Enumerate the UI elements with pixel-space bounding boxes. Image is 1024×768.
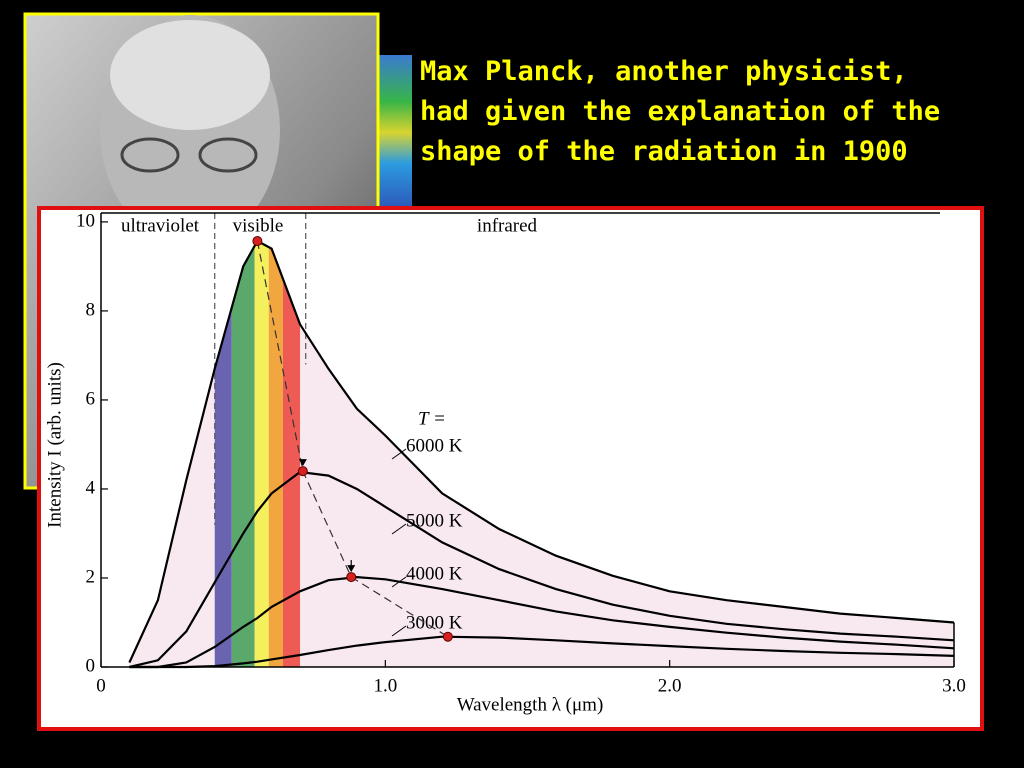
spectrum-band xyxy=(231,241,255,667)
background-map xyxy=(378,55,412,210)
y-tick-label: 10 xyxy=(76,210,95,231)
peak-point xyxy=(346,572,357,583)
y-tick-label: 2 xyxy=(86,566,96,587)
caption-line: Max Planck, another physicist, xyxy=(420,56,908,87)
area-fill xyxy=(129,241,954,667)
region-label: ultraviolet xyxy=(121,215,200,236)
x-tick-label: 0 xyxy=(96,675,106,696)
arrow-head xyxy=(347,565,356,573)
curve xyxy=(129,635,955,669)
curve-label: 3000 K xyxy=(406,612,463,633)
peak-locus xyxy=(256,240,449,638)
x-tick-label: 2.0 xyxy=(658,675,682,696)
x-tick-label: 3.0 xyxy=(942,675,966,696)
y-tick-label: 0 xyxy=(86,655,96,676)
caption-line: shape of the radiation in 1900 xyxy=(420,136,908,167)
caption-line: had given the explanation of the xyxy=(420,96,940,127)
spectrum-band xyxy=(268,241,283,667)
curve xyxy=(128,239,955,663)
spectrum-band xyxy=(254,241,269,667)
peak-point xyxy=(442,631,453,642)
spectrum-band xyxy=(282,241,301,667)
arrow-head xyxy=(298,459,307,467)
temperature-label: T = xyxy=(418,408,446,429)
curve xyxy=(129,470,955,669)
curve-leader xyxy=(391,625,407,637)
region-label: infrared xyxy=(477,215,538,236)
y-tick-label: 4 xyxy=(86,477,96,498)
curve-leader xyxy=(391,448,407,460)
peak-point xyxy=(252,236,263,247)
x-axis-label: Wavelength λ (μm) xyxy=(457,694,604,715)
y-tick-label: 8 xyxy=(86,299,96,320)
curve-label: 4000 K xyxy=(406,563,463,584)
curve-label: 5000 K xyxy=(406,510,463,531)
curve-label: 6000 K xyxy=(406,435,463,456)
region-label: visible xyxy=(233,215,284,236)
y-tick-label: 6 xyxy=(86,388,96,409)
y-axis-label: Intensity I (arb. units) xyxy=(44,362,65,528)
peak-point xyxy=(297,466,308,477)
curve xyxy=(129,575,955,669)
x-tick-label: 1.0 xyxy=(373,675,397,696)
curve-leader xyxy=(391,523,407,535)
curve-leader xyxy=(391,576,407,588)
